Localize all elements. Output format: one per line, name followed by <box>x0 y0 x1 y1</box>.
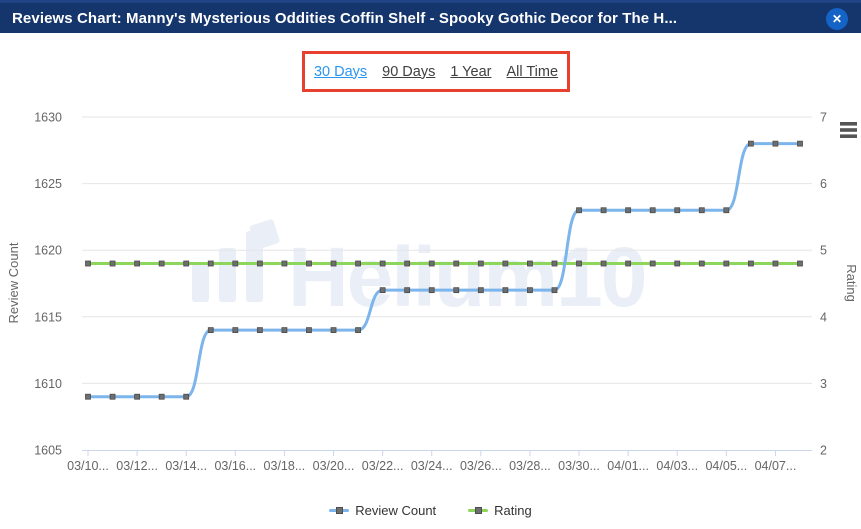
chart-legend: Review Count Rating <box>0 503 861 518</box>
review-count-legend-marker-icon <box>329 507 350 514</box>
right-tick-label: 2 <box>820 444 827 458</box>
svg-text:Helium10: Helium10 <box>288 230 646 324</box>
left-tick-label: 1630 <box>34 111 62 125</box>
right-tick-label: 7 <box>820 111 827 125</box>
rating-markers <box>85 260 803 267</box>
tab-90-days[interactable]: 90 Days <box>382 63 436 80</box>
x-tick-label: 03/18... <box>264 459 306 473</box>
x-tick-label: 03/26... <box>460 459 502 473</box>
right-tick-label: 3 <box>820 377 827 391</box>
x-tick-label: 04/01... <box>607 459 649 473</box>
right-axis-title: Rating <box>844 264 859 302</box>
time-range-tabs: 30 Days 90 Days 1 Year All Time <box>302 51 570 92</box>
x-tick-label: 03/22... <box>362 459 404 473</box>
x-tick-label: 03/24... <box>411 459 453 473</box>
left-tick-label: 1610 <box>34 377 62 391</box>
tab-all-time[interactable]: All Time <box>506 63 559 80</box>
x-tick-label: 03/12... <box>116 459 158 473</box>
x-tick-label: 03/16... <box>214 459 256 473</box>
legend-item-rating[interactable]: Rating <box>468 503 532 518</box>
close-button[interactable]: ✕ <box>826 8 848 30</box>
review-count-line <box>86 142 802 399</box>
right-tick-label: 5 <box>820 244 827 258</box>
legend-label: Rating <box>494 503 532 518</box>
x-tick-label: 03/10... <box>67 459 109 473</box>
helium10-watermark: Helium10 <box>192 219 648 324</box>
legend-label: Review Count <box>355 503 437 518</box>
left-tick-label: 1620 <box>34 244 62 258</box>
x-tick-label: 03/14... <box>165 459 207 473</box>
review-count-markers <box>85 140 803 400</box>
modal-header: Reviews Chart: Manny's Mysterious Odditi… <box>0 0 861 33</box>
x-tick-label: 04/07... <box>755 459 797 473</box>
right-tick-label: 4 <box>820 310 827 324</box>
tab-1-year[interactable]: 1 Year <box>450 63 492 80</box>
left-tick-label: 1605 <box>34 444 62 458</box>
left-tick-label: 1625 <box>34 177 62 191</box>
right-tick-label: 6 <box>820 177 827 191</box>
x-tick-label: 03/28... <box>509 459 551 473</box>
x-tick-label: 04/05... <box>705 459 747 473</box>
x-tick-label: 03/30... <box>558 459 600 473</box>
modal-title: Reviews Chart: Manny's Mysterious Odditi… <box>12 9 678 27</box>
rating-legend-marker-icon <box>468 507 489 514</box>
x-tick-label: 04/03... <box>656 459 698 473</box>
left-axis-title: Review Count <box>6 242 21 323</box>
left-tick-label: 1615 <box>34 310 62 324</box>
tab-30-days[interactable]: 30 Days <box>313 63 368 80</box>
close-icon: ✕ <box>831 12 843 26</box>
x-tick-label: 03/20... <box>313 459 355 473</box>
chart-menu-icon[interactable] <box>840 122 857 138</box>
legend-item-review-count[interactable]: Review Count <box>329 503 436 518</box>
